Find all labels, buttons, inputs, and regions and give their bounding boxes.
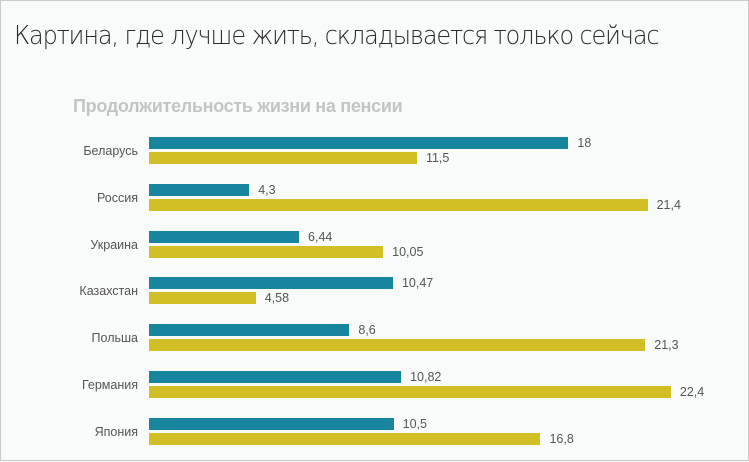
data-label: 10,5	[402, 416, 427, 431]
data-label: 6,44	[308, 229, 333, 244]
bar-series-2	[149, 245, 384, 258]
bar-series-1	[149, 183, 250, 196]
bar-series-1	[149, 324, 350, 337]
data-label: 4,3	[258, 182, 276, 197]
data-label: 16,8	[549, 431, 574, 446]
data-label: 18	[577, 136, 592, 150]
data-label: 8,6	[358, 323, 376, 338]
bar-series-2	[149, 292, 256, 305]
category-label: Казахстан	[79, 284, 138, 299]
chart-title: Продолжительность жизни на пенсии	[73, 96, 403, 116]
category-label: Польша	[91, 331, 138, 346]
bar-series-1	[149, 230, 300, 243]
bar-series-2	[149, 198, 648, 211]
data-label: 4,58	[264, 291, 290, 306]
data-label: 10,82	[410, 370, 442, 384]
data-label: 11,5	[425, 151, 450, 165]
slide-title: Картина, где лучше жить, складывается то…	[14, 21, 660, 51]
category-label: Германия	[81, 378, 138, 392]
data-label: 10,05	[392, 244, 424, 259]
bar-series-1	[149, 277, 393, 290]
bar-series-2	[149, 339, 646, 352]
bar-series-2	[149, 432, 541, 445]
category-label: Беларусь	[83, 144, 138, 158]
data-label: 22,4	[679, 385, 705, 399]
category-label: Япония	[94, 424, 138, 439]
bar-series-2	[149, 152, 417, 164]
data-label: 21,4	[656, 197, 681, 212]
bar-series-1	[149, 371, 402, 383]
category-label: Россия	[97, 190, 138, 205]
category-label: Украина	[90, 237, 138, 252]
data-label: 21,3	[654, 338, 679, 353]
bar-series-1	[149, 417, 394, 430]
data-label: 10,47	[401, 276, 434, 291]
bar-series-1	[149, 137, 569, 149]
bar-series-2	[149, 386, 671, 398]
